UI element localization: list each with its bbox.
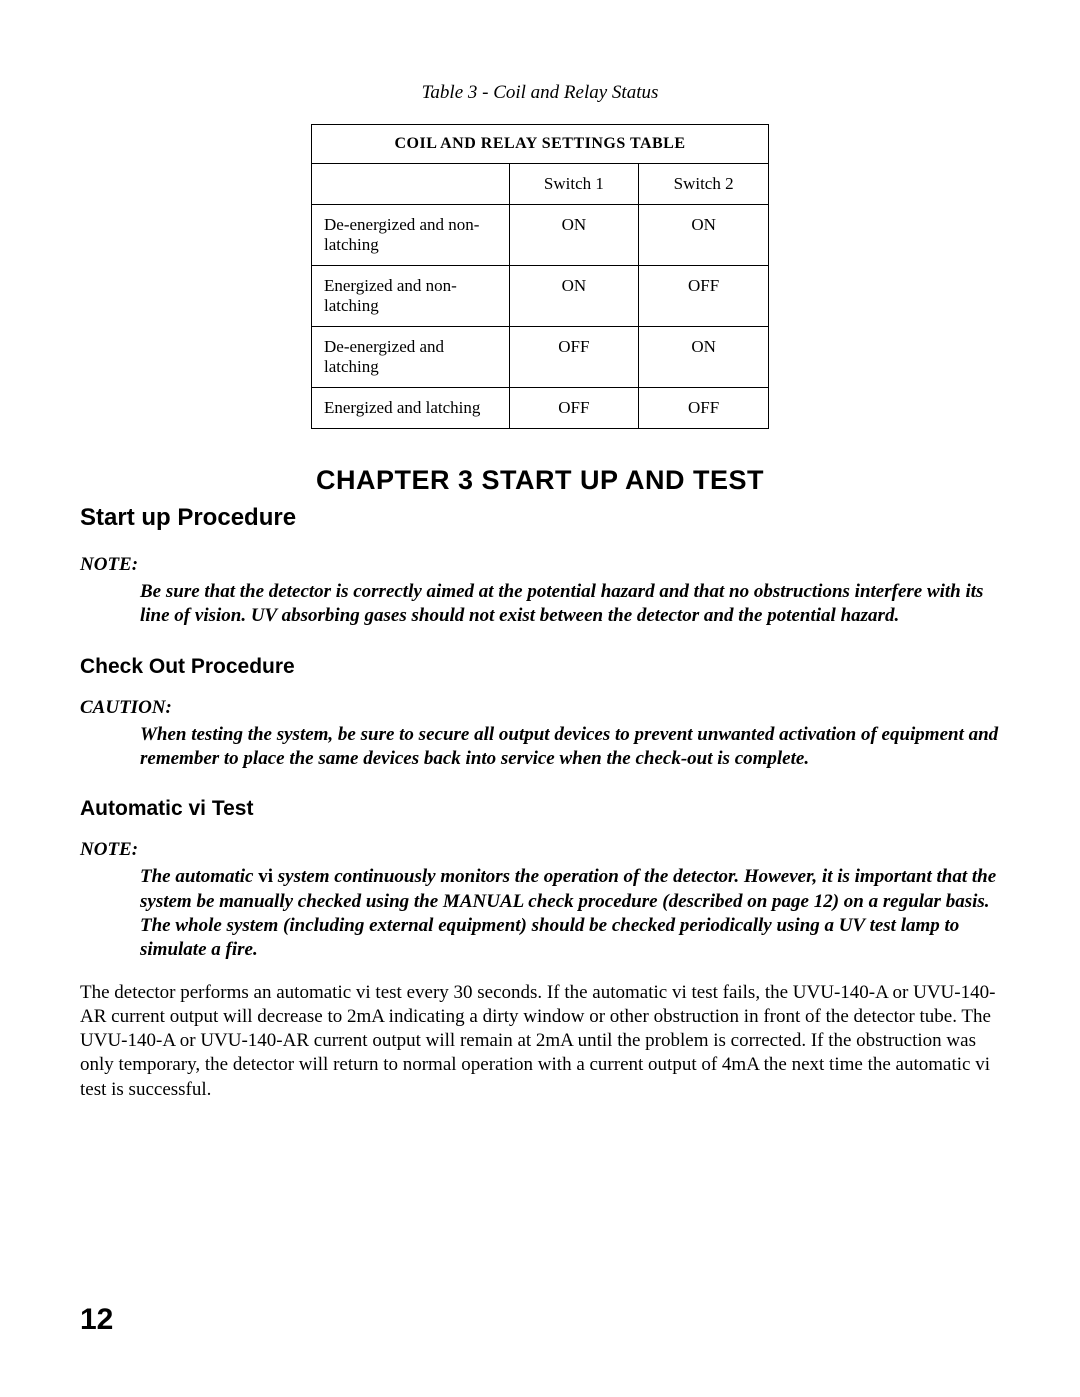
caution-body: When testing the system, be sure to secu… [140, 723, 1000, 772]
table-row: De-energized and latching OFF ON [312, 327, 769, 388]
table-title-cell: COIL AND RELAY SETTINGS TABLE [312, 125, 769, 164]
note-vi-roman: vi [258, 866, 273, 887]
note-body: Be sure that the detector is correctly a… [140, 580, 1000, 629]
table-cell-desc: Energized and latching [312, 388, 510, 429]
caution-label: CAUTION: [80, 697, 1000, 719]
table-column-row: Switch 1 Switch 2 [312, 164, 769, 205]
table-cell-sw2: ON [639, 205, 769, 266]
coil-relay-settings-table: COIL AND RELAY SETTINGS TABLE Switch 1 S… [311, 124, 769, 429]
table-cell-sw1: ON [509, 205, 639, 266]
table-row: Energized and non-latching ON OFF [312, 266, 769, 327]
table-row: De-energized and non-latching ON ON [312, 205, 769, 266]
note-label: NOTE: [80, 554, 1000, 576]
table-col-switch2: Switch 2 [639, 164, 769, 205]
note-label: NOTE: [80, 839, 1000, 861]
table-header-row: COIL AND RELAY SETTINGS TABLE [312, 125, 769, 164]
note-body-auto-vi: The automatic vi system continuously mon… [140, 865, 1000, 962]
heading-check-out: Check Out Procedure [80, 655, 1000, 679]
table-cell-sw2: OFF [639, 388, 769, 429]
table-col-switch1: Switch 1 [509, 164, 639, 205]
table-cell-sw1: OFF [509, 327, 639, 388]
page-number: 12 [80, 1303, 113, 1337]
heading-start-up: Start up Procedure [80, 504, 1000, 532]
table-cell-sw2: OFF [639, 266, 769, 327]
table-cell-desc: De-energized and non-latching [312, 205, 510, 266]
document-page: Table 3 - Coil and Relay Status COIL AND… [0, 0, 1080, 1397]
table-cell-desc: De-energized and latching [312, 327, 510, 388]
table-col-blank [312, 164, 510, 205]
table-cell-desc: Energized and non-latching [312, 266, 510, 327]
note-prefix: The automatic [140, 866, 258, 887]
table-caption: Table 3 - Coil and Relay Status [80, 82, 1000, 104]
table-cell-sw1: ON [509, 266, 639, 327]
table-cell-sw2: ON [639, 327, 769, 388]
body-paragraph: The detector performs an automatic vi te… [80, 981, 1000, 1103]
table-row: Energized and latching OFF OFF [312, 388, 769, 429]
heading-auto-vi: Automatic vi Test [80, 797, 1000, 821]
chapter-title: CHAPTER 3 START UP AND TEST [80, 465, 1000, 496]
table-cell-sw1: OFF [509, 388, 639, 429]
